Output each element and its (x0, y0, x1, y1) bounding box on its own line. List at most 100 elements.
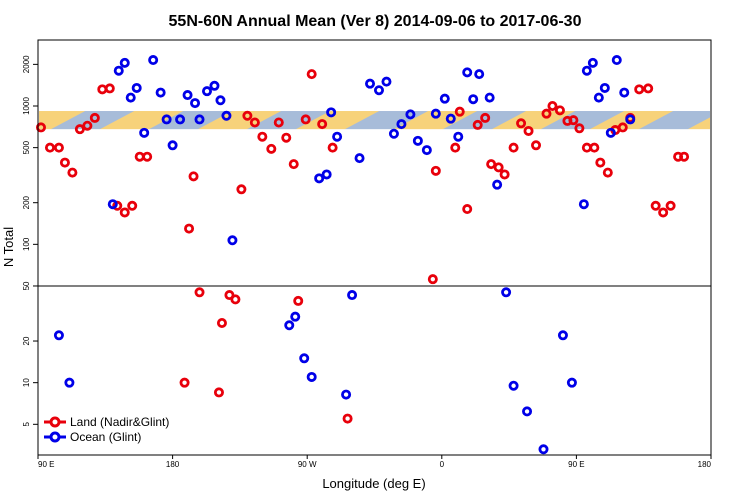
ocean-point-18 (215, 95, 226, 106)
ocean-point-36 (396, 119, 407, 130)
land-point-53 (554, 105, 565, 116)
ocean-point-52 (538, 444, 549, 455)
ocean-point-46 (474, 69, 485, 80)
ocean-point-51 (522, 406, 533, 417)
land-point-66 (650, 200, 661, 211)
ocean-point-25 (314, 173, 325, 184)
land-point-62 (617, 122, 628, 133)
land-point-5 (74, 124, 85, 135)
ocean-point-6 (131, 82, 142, 93)
ocean-point-4 (119, 57, 130, 68)
land-point-25 (249, 117, 260, 128)
ocean-point-39 (421, 145, 432, 156)
land-point-15 (179, 377, 190, 388)
land-point-31 (293, 295, 304, 306)
ocean-point-10 (161, 114, 172, 125)
land-point-9 (104, 83, 115, 94)
ocean-point-63 (625, 114, 636, 125)
ocean-point-57 (587, 57, 598, 68)
y-axis-label: N Total (1, 227, 16, 267)
land-point-0 (35, 122, 46, 133)
land-point-1 (44, 142, 55, 153)
x-tick-label-5: 180 (698, 460, 712, 469)
legend-ocean-marker (49, 431, 61, 443)
y-tick-label-200: 200 (22, 195, 31, 209)
ocean-point-62 (619, 87, 630, 98)
ocean-point-8 (148, 55, 159, 66)
band-rect (39, 111, 710, 130)
y-tick-label-50: 50 (22, 281, 31, 290)
y-axis-ticks: 5 10 20 50 100 200 500 1000 2000 (22, 55, 38, 427)
ocean-point-32 (365, 78, 376, 89)
ocean-point-37 (405, 109, 416, 120)
ocean-point-33 (373, 85, 384, 96)
land-point-22 (230, 294, 241, 305)
ocean-point-56 (581, 65, 592, 76)
land-point-24 (242, 110, 253, 121)
ocean-point-15 (194, 114, 205, 125)
land-point-46 (499, 169, 510, 180)
ocean-point-20 (227, 235, 238, 246)
plot-frame (37, 39, 712, 456)
land-point-60 (602, 167, 613, 178)
ocean-point-1 (64, 377, 75, 388)
land-point-39 (450, 142, 461, 153)
chart-title: 55N-60N Annual Mean (Ver 8) 2014-09-06 t… (169, 13, 582, 30)
land-point-29 (281, 132, 292, 143)
land-point-6 (82, 120, 93, 131)
ocean-point-17 (209, 80, 220, 91)
land-point-32 (300, 114, 311, 125)
y-tick-label-5: 5 (22, 422, 31, 427)
land-point-43 (480, 112, 491, 123)
land-point-45 (493, 162, 504, 173)
land-point-55 (568, 115, 579, 126)
x-tick-label-1: 180 (166, 460, 180, 469)
ocean-point-5 (125, 92, 136, 103)
ocean-point-13 (182, 90, 193, 101)
land-point-34 (317, 119, 328, 130)
land-point-7 (89, 112, 100, 123)
ocean-point-26 (321, 169, 332, 180)
land-point-8 (97, 84, 108, 95)
ocean-point-16 (201, 86, 212, 97)
land-point-4 (67, 167, 78, 178)
ocean-point-11 (167, 140, 178, 151)
ocean-point-53 (557, 330, 568, 341)
land-point-14 (142, 151, 153, 162)
land-point-65 (643, 83, 654, 94)
ocean-point-42 (445, 113, 456, 124)
land-point-33 (306, 69, 317, 80)
land-point-68 (665, 200, 676, 211)
land-point-50 (531, 140, 542, 151)
land-point-20 (216, 317, 227, 328)
ocean-point-40 (430, 108, 441, 119)
ocean-point-12 (175, 114, 186, 125)
ocean-point-50 (508, 380, 519, 391)
ocean-point-47 (484, 92, 495, 103)
land-point-36 (342, 413, 353, 424)
ocean-point-2 (107, 199, 118, 210)
reference-band (39, 111, 710, 130)
ocean-point-3 (113, 65, 124, 76)
land-point-67 (658, 207, 669, 218)
land-point-49 (523, 125, 534, 136)
land-point-26 (257, 131, 268, 142)
land-point-28 (273, 117, 284, 128)
ocean-point-61 (611, 55, 622, 66)
ocean-point-60 (605, 127, 616, 138)
land-point-56 (574, 123, 585, 134)
x-tick-label-2: 90 W (298, 460, 317, 469)
land-point-41 (462, 204, 473, 215)
ocean-point-30 (347, 290, 358, 301)
land-point-11 (119, 207, 130, 218)
ocean-point-44 (462, 67, 473, 78)
land-point-70 (679, 151, 690, 162)
land-point-40 (454, 106, 465, 117)
ocean-point-59 (599, 82, 610, 93)
land-point-3 (59, 157, 70, 168)
ocean-point-22 (290, 311, 301, 322)
ocean-point-43 (453, 131, 464, 142)
ocean-point-14 (190, 98, 201, 109)
x-tick-label-4: 90 E (568, 460, 584, 469)
ocean-point-0 (53, 330, 64, 341)
